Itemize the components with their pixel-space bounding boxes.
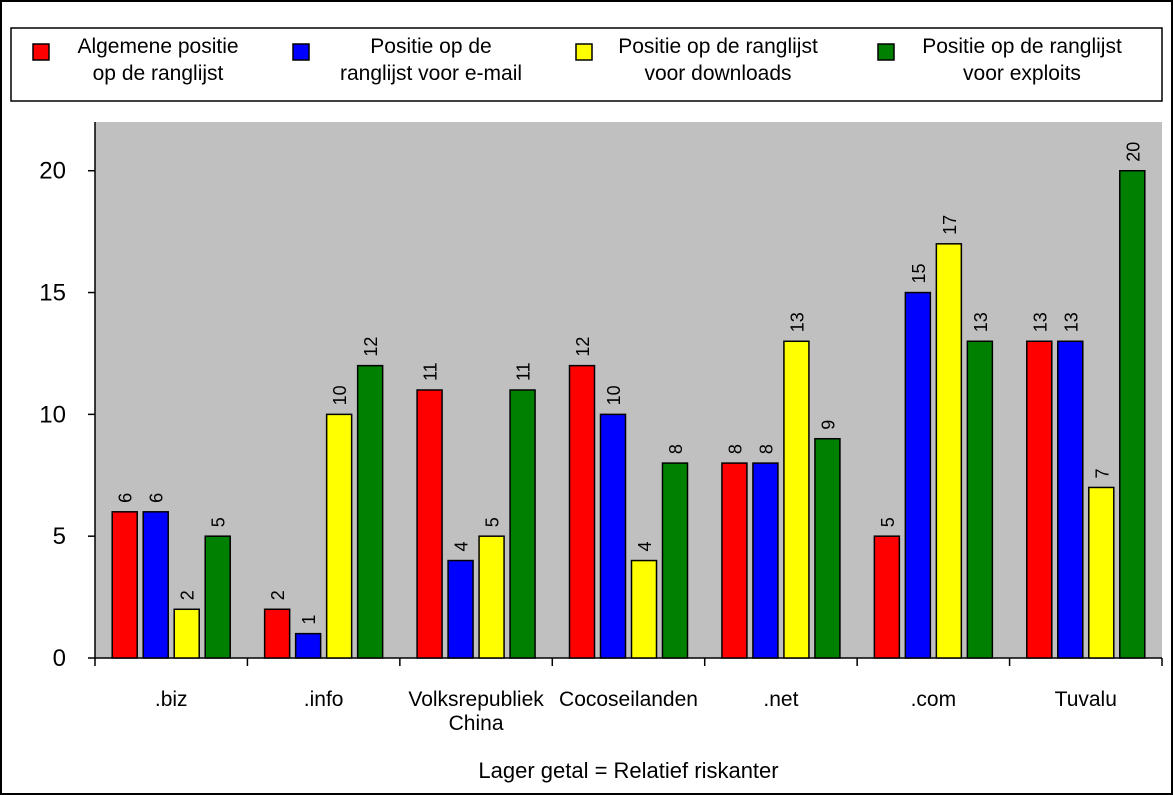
bar (416, 389, 443, 659)
legend-label: Positie op de ranglijst (618, 35, 818, 58)
bar (904, 291, 932, 659)
x-tick-label: China (449, 712, 504, 735)
bar (568, 364, 596, 659)
data-label: 13 (787, 312, 807, 332)
bar (447, 559, 474, 659)
bar (356, 364, 384, 659)
bar (142, 511, 169, 659)
legend-swatch (292, 43, 310, 61)
data-label: 11 (421, 362, 441, 381)
bar (1026, 340, 1053, 659)
legend-label: Positie op de (370, 35, 491, 58)
legend: Algemene positie op de ranglijst Positie o… (32, 35, 1122, 85)
data-label: 5 (483, 517, 503, 527)
data-label: 2 (178, 590, 198, 600)
bar (966, 340, 994, 659)
bar (509, 389, 536, 659)
data-label: 10 (604, 385, 624, 405)
x-tick-label: Tuvalu (1055, 688, 1117, 711)
y-tick-label: 10 (39, 401, 66, 428)
plot-area (95, 122, 1162, 658)
x-tick-label: .biz (155, 688, 188, 711)
x-tick-label: .com (911, 688, 957, 711)
data-label: 2 (268, 590, 288, 600)
bar (630, 559, 658, 659)
y-tick-label: 20 (39, 158, 66, 185)
x-tick-label: .net (763, 688, 798, 711)
bar (661, 462, 689, 659)
data-label: 9 (818, 420, 838, 430)
legend-label: voor downloads (644, 62, 791, 85)
data-label: 6 (147, 493, 167, 503)
data-label: 6 (116, 493, 136, 503)
data-label: 8 (725, 444, 745, 454)
bar (935, 243, 963, 659)
data-label: 20 (1123, 142, 1143, 162)
bars (111, 169, 1146, 659)
data-label: 5 (878, 517, 898, 527)
legend-swatch (32, 43, 50, 61)
legend-swatch (575, 43, 593, 61)
data-label: 4 (452, 542, 472, 552)
bar (263, 608, 291, 659)
x-tick-label: Volksrepubliek (408, 688, 544, 711)
bar (873, 535, 901, 659)
data-label: 13 (1061, 312, 1081, 332)
bar (173, 608, 200, 659)
legend-label: Positie op de ranglijst (922, 35, 1122, 58)
x-tick-label: Cocoseilanden (559, 688, 698, 711)
data-label: 8 (666, 444, 686, 454)
data-label: 5 (209, 517, 229, 527)
bar (478, 535, 505, 659)
bar (814, 437, 841, 659)
data-label: 11 (514, 362, 534, 381)
x-tick-label: .info (304, 688, 344, 711)
legend-swatch (877, 43, 895, 61)
bar (325, 413, 353, 659)
data-label: 7 (1092, 468, 1112, 478)
bar (721, 462, 748, 659)
bar (294, 632, 322, 659)
legend-label: Algemene positie (77, 35, 238, 58)
bar (204, 535, 231, 659)
data-label: 1 (299, 615, 319, 625)
bar (111, 511, 138, 659)
x-axis-title: Lager getal = Relatief riskanter (478, 758, 778, 783)
bar (599, 413, 627, 659)
legend-label: op de ranglijst (93, 62, 224, 85)
bar (783, 340, 810, 659)
legend-label: voor exploits (963, 62, 1081, 85)
data-label: 4 (635, 542, 655, 552)
bar (1057, 340, 1084, 659)
legend-label: ranglijst voor e-mail (340, 62, 522, 85)
data-label: 15 (909, 264, 929, 284)
y-tick-label: 5 (53, 523, 66, 550)
data-label: 10 (330, 385, 350, 405)
y-tick-label: 15 (39, 280, 66, 307)
bar (752, 462, 779, 659)
data-labels: 6 6 2 5 2 1 10 12 11 4 5 11 12 10 4 8 8 8 13 9 5 15 17 13 13 13 7 2… (116, 142, 1144, 625)
legend-box (10, 27, 1163, 102)
data-label: 13 (971, 312, 991, 332)
y-tick-label: 0 (53, 645, 66, 672)
data-label: 12 (573, 337, 593, 357)
bar (1119, 169, 1146, 659)
data-label: 13 (1030, 312, 1050, 332)
bar (1088, 486, 1115, 659)
data-label: 8 (756, 444, 776, 454)
data-label: 17 (940, 215, 960, 235)
data-label: 12 (361, 337, 381, 357)
